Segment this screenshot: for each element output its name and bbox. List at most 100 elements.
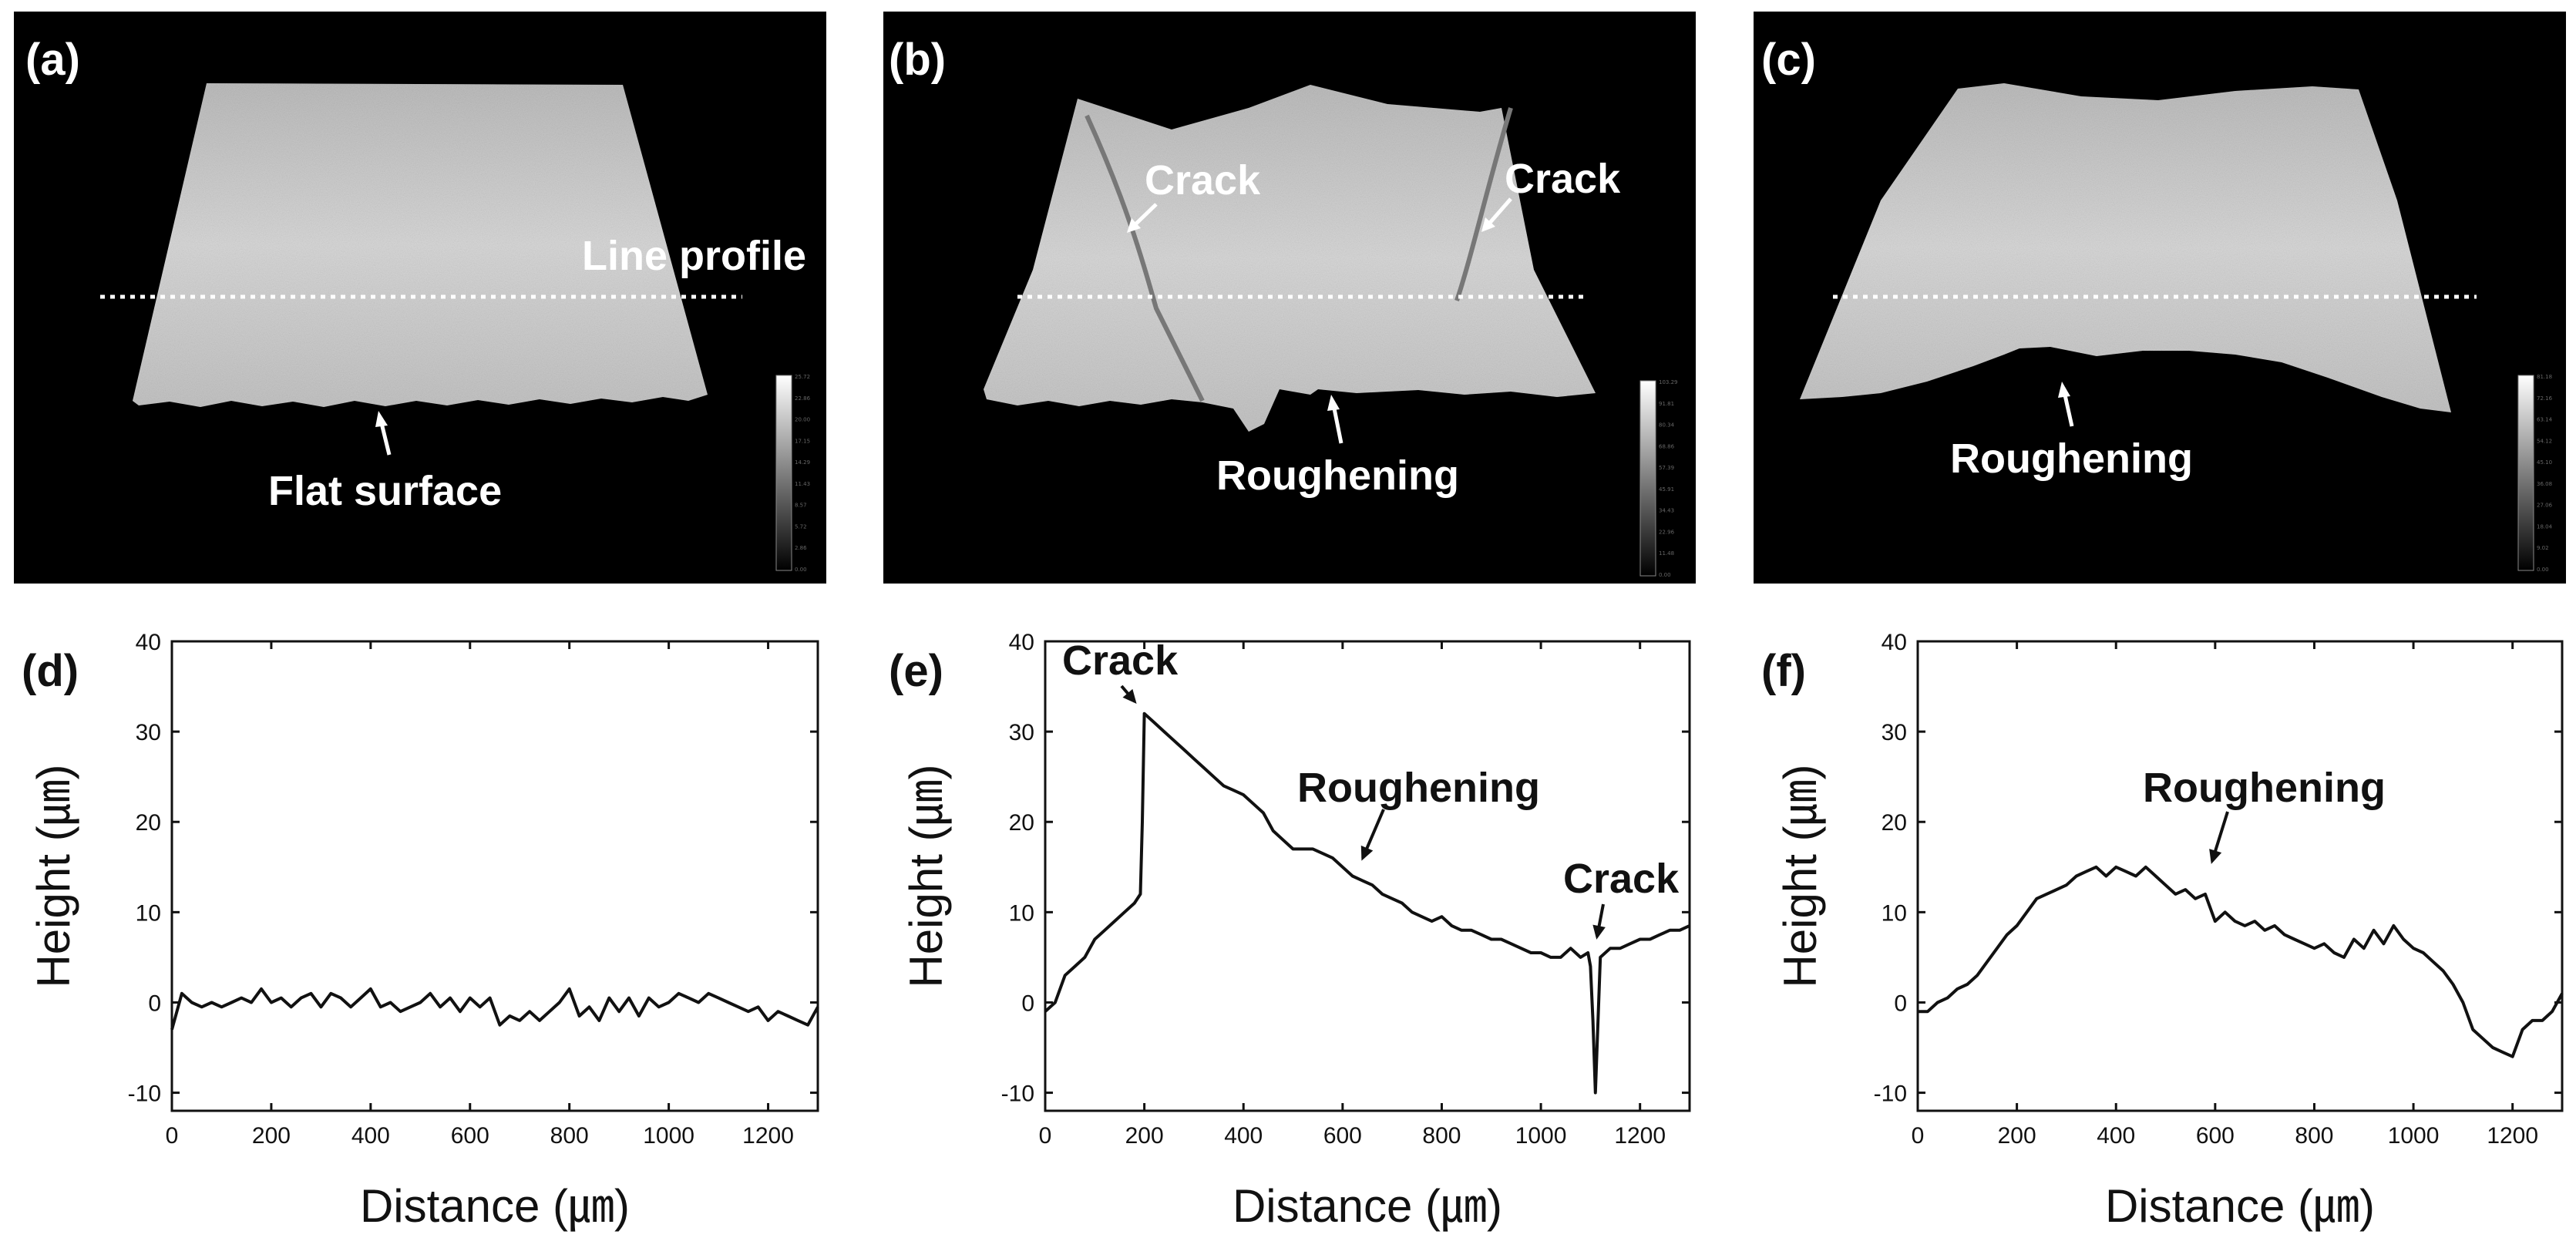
flat-surface-label: Flat surface bbox=[268, 468, 502, 514]
annotation-label: Crack bbox=[1062, 637, 1179, 684]
panel-b-crack-right-line bbox=[1454, 107, 1513, 301]
scalebar-label: 11.43 bbox=[795, 481, 810, 487]
scalebar-label: 11.48 bbox=[1659, 550, 1674, 557]
x-tick-label: 600 bbox=[451, 1123, 489, 1149]
y-tick-label: 10 bbox=[1882, 900, 1907, 926]
y-tick-label: 30 bbox=[1009, 720, 1034, 745]
scalebar-label: 68.86 bbox=[1659, 443, 1675, 449]
scalebar-label: 20.00 bbox=[795, 417, 810, 423]
x-tick-label: 400 bbox=[351, 1123, 390, 1149]
scalebar-label: 103.29 bbox=[1659, 379, 1678, 385]
scalebar-label: 0.00 bbox=[1659, 572, 1671, 578]
roughening-b-label: Roughening bbox=[1216, 452, 1459, 499]
x-tick-label: 800 bbox=[2295, 1123, 2333, 1149]
roughening-c-arrowhead bbox=[2058, 382, 2070, 398]
y-tick-label: -10 bbox=[128, 1081, 161, 1107]
x-tick-label: 1000 bbox=[643, 1123, 694, 1149]
scalebar-label: 22.86 bbox=[795, 395, 811, 402]
crack-left-arrowhead bbox=[1127, 218, 1141, 233]
y-tick-label: 30 bbox=[1882, 720, 1907, 745]
panel-c-scalebar-gradient bbox=[2517, 375, 2534, 571]
x-tick-label: 0 bbox=[1039, 1123, 1052, 1149]
scalebar-label: 17.15 bbox=[795, 438, 810, 444]
y-tick-label: -10 bbox=[1001, 1081, 1034, 1107]
y-tick-label: 20 bbox=[1882, 810, 1907, 836]
x-tick-label: 800 bbox=[1422, 1123, 1461, 1149]
annotation-label: Roughening bbox=[1297, 765, 1540, 811]
scalebar-label: 22.96 bbox=[1659, 529, 1675, 535]
scalebar-label: 81.18 bbox=[2537, 374, 2552, 380]
annotation-label: Crack bbox=[1563, 856, 1680, 902]
y-tick-label: 40 bbox=[136, 630, 161, 655]
panel-a-surface bbox=[133, 83, 708, 407]
chart-e: 0 200 400 600 800 1000 1200-10010203040Distanc… bbox=[889, 630, 1691, 1232]
crack-right-arrow bbox=[1488, 197, 1512, 225]
panel-b-surface bbox=[984, 85, 1596, 432]
panel-a: (a) Line profile Flat surface 25.72 22.86… bbox=[14, 12, 826, 584]
annotation-arrowhead bbox=[2209, 849, 2222, 864]
scalebar-label: 0.00 bbox=[2537, 567, 2549, 573]
crack-right-label: Crack bbox=[1505, 156, 1621, 202]
x-tick-label: 1200 bbox=[2487, 1123, 2538, 1149]
annotation-label: Roughening bbox=[2143, 765, 2386, 811]
x-axis-title: Distance (㎛) bbox=[2105, 1180, 2375, 1232]
panel-b: (b) Crack Crack Roughening 103.29 91.81 80… bbox=[883, 12, 1696, 584]
panel-a-scalebar-gradient bbox=[775, 375, 792, 571]
roughening-b-arrow bbox=[1331, 404, 1343, 444]
x-tick-label: 1000 bbox=[2388, 1123, 2440, 1149]
y-tick-label: 10 bbox=[1009, 900, 1034, 926]
scalebar-label: 63.14 bbox=[2537, 417, 2553, 423]
scalebar-label: 27.06 bbox=[2537, 503, 2553, 509]
y-tick-label: 0 bbox=[1894, 991, 1907, 1016]
panel-b-letter: (b) bbox=[889, 35, 946, 85]
chart-panel-letter: (d) bbox=[22, 646, 79, 696]
scalebar-label: 54.12 bbox=[2537, 438, 2552, 444]
annotation-arrowhead bbox=[1592, 924, 1606, 940]
x-axis-title: Distance (㎛) bbox=[360, 1180, 630, 1232]
scalebar-label: 9.02 bbox=[2537, 545, 2549, 551]
scalebar-label: 80.34 bbox=[1659, 422, 1675, 429]
scalebar-label: 5.72 bbox=[795, 523, 807, 530]
chart-panel-letter: (f) bbox=[1761, 646, 1806, 696]
x-tick-label: 0 bbox=[1912, 1123, 1925, 1149]
panel-c: (c) Roughening 81.18 72.16 63.14 54.12 45.10… bbox=[1754, 12, 2566, 584]
chart-d: 0 200 400 600 800 1000 1200-10010203040Distanc… bbox=[22, 630, 819, 1232]
series-line bbox=[1918, 865, 2564, 1058]
y-tick-label: 10 bbox=[136, 900, 161, 926]
scalebar-label: 57.39 bbox=[1659, 465, 1674, 471]
y-tick-label: 40 bbox=[1882, 630, 1907, 655]
panel-a-scalebar: 25.72 22.86 20.00 17.15 14.29 11.43 8.57 5.72 2.… bbox=[775, 374, 811, 573]
y-tick-label: 40 bbox=[1009, 630, 1034, 655]
crack-left-label: Crack bbox=[1145, 157, 1261, 204]
y-tick-label: 20 bbox=[1009, 810, 1034, 836]
scalebar-label: 2.86 bbox=[795, 545, 807, 551]
scalebar-label: 45.91 bbox=[1659, 486, 1674, 493]
y-axis-title: Height (㎛) bbox=[900, 764, 952, 987]
x-tick-label: 400 bbox=[1224, 1123, 1263, 1149]
scalebar-label: 8.57 bbox=[795, 503, 807, 509]
panel-c-scalebar: 81.18 72.16 63.14 54.12 45.10 36.08 27.06 18.04… bbox=[2517, 374, 2553, 573]
panel-c-surface bbox=[1800, 83, 2451, 412]
crack-left-arrow bbox=[1133, 203, 1158, 227]
x-tick-label: 1200 bbox=[742, 1123, 794, 1149]
crack-right-arrowhead bbox=[1481, 217, 1495, 232]
roughening-b-arrowhead bbox=[1327, 395, 1340, 411]
line-profile-label: Line profile bbox=[582, 233, 806, 279]
scalebar-label: 18.04 bbox=[2537, 523, 2553, 530]
annotation-arrowhead bbox=[1360, 845, 1374, 861]
annotation-arrowhead bbox=[1122, 688, 1137, 705]
panel-b-scalebar-gradient bbox=[1639, 380, 1656, 577]
series-line bbox=[170, 987, 819, 1031]
series-line bbox=[1044, 711, 1690, 1095]
plot-frame bbox=[1044, 640, 1691, 1112]
y-tick-label: 30 bbox=[136, 720, 161, 745]
panel-c-letter: (c) bbox=[1761, 35, 1816, 85]
scalebar-label: 72.16 bbox=[2537, 395, 2553, 402]
scalebar-label: 91.81 bbox=[1659, 401, 1674, 407]
scalebar-label: 14.29 bbox=[795, 459, 810, 466]
x-tick-label: 1000 bbox=[1515, 1123, 1567, 1149]
panel-a-letter: (a) bbox=[25, 35, 80, 85]
scalebar-label: 36.08 bbox=[2537, 481, 2552, 487]
y-tick-label: 20 bbox=[136, 810, 161, 836]
y-tick-label: 0 bbox=[148, 991, 161, 1016]
